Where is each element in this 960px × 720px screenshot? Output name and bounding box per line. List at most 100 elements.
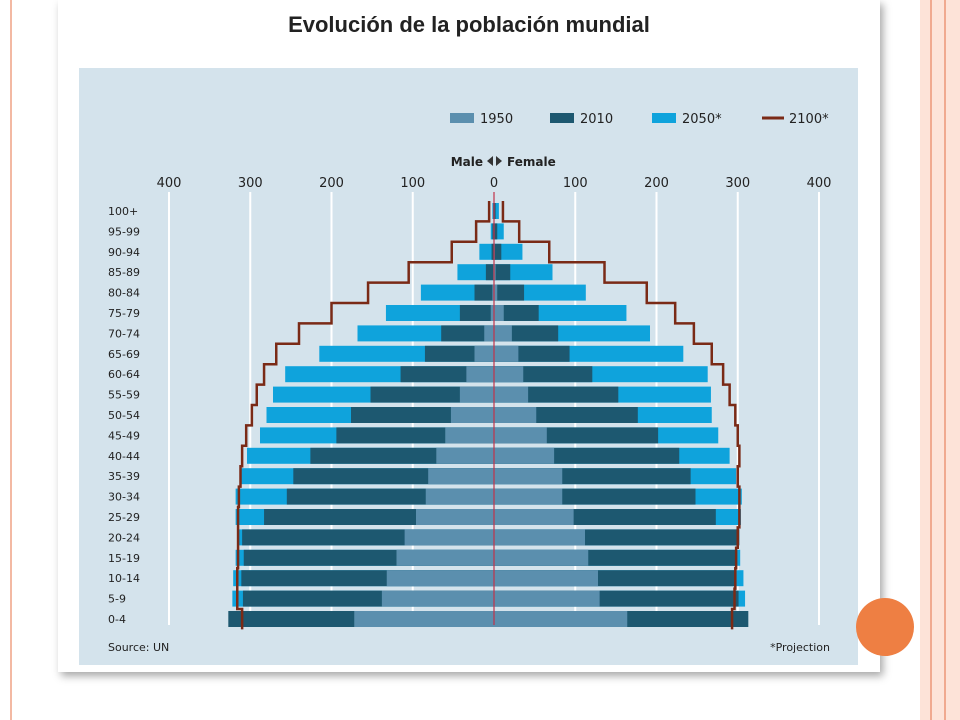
x-tick-label: 400 — [807, 176, 832, 191]
age-group-label: 30-34 — [108, 491, 140, 504]
bar-female-1950 — [494, 509, 574, 525]
bar-female-1950 — [494, 447, 555, 464]
legend-swatch — [550, 113, 574, 123]
bar-female-1950 — [494, 570, 598, 587]
bar-female-1950 — [494, 284, 498, 301]
bar-female-2010 — [494, 243, 502, 260]
bar-male-2010 — [492, 223, 494, 240]
bar-male-1950 — [490, 305, 494, 321]
bar-female-1950 — [494, 264, 496, 281]
age-group-label: 15-19 — [108, 552, 140, 565]
age-group-label: 45-49 — [108, 429, 140, 442]
x-tick-label: 300 — [238, 176, 263, 191]
bar-male-1950 — [466, 366, 494, 383]
bar-female-2010 — [494, 264, 511, 281]
bar-female-1950 — [494, 386, 529, 403]
x-tick-label: 200 — [319, 176, 344, 191]
bar-female-2050 — [494, 203, 499, 219]
slide-right-line-1 — [930, 0, 932, 720]
age-group-label: 65-69 — [108, 348, 140, 361]
bar-male-2010 — [485, 264, 494, 281]
age-group-label: 80-84 — [108, 287, 140, 300]
female-label: Female — [507, 155, 556, 169]
legend: 1950 2010 2050* 2100* — [450, 112, 829, 127]
arrow-left-icon — [487, 156, 493, 166]
bar-male-2010 — [441, 325, 494, 342]
legend-label: 2050* — [682, 112, 722, 127]
bar-male-1950 — [425, 488, 494, 505]
arrow-right-icon — [496, 156, 502, 166]
bar-female-2010 — [494, 203, 496, 219]
bar-male-1950 — [416, 509, 494, 525]
bar-male-2010 — [491, 243, 494, 260]
legend-label: 2100* — [789, 112, 829, 127]
bar-male-2050 — [457, 264, 494, 281]
bar-female-2010 — [494, 305, 539, 321]
age-group-label: 60-64 — [108, 368, 140, 381]
bar-female-1950 — [494, 325, 512, 342]
bar-male-1950 — [445, 427, 494, 444]
bar-female-1950 — [494, 488, 563, 505]
bar-female-1950 — [494, 366, 524, 383]
bar-female-1950 — [494, 590, 600, 607]
x-tick-label: 400 — [157, 176, 182, 191]
age-group-label: 5-9 — [108, 593, 126, 606]
slide-right-band — [920, 0, 960, 720]
age-group-label: 75-79 — [108, 307, 140, 320]
slide-left-line — [10, 0, 12, 720]
bar-male-1950 — [492, 284, 494, 301]
bar-female-1950 — [494, 305, 504, 321]
x-tick-label: 300 — [725, 176, 750, 191]
age-group-label: 10-14 — [108, 572, 140, 585]
x-tick-label: 100 — [563, 176, 588, 191]
bar-male-1950 — [386, 570, 494, 587]
age-group-label: 90-94 — [108, 246, 140, 259]
axis-labels: 400 300 200 100 0 100 200 300 400 Male Female 100+ 9… — [108, 155, 831, 626]
slide-title: Evolución de la población mundial — [288, 12, 650, 37]
legend-swatch — [652, 113, 676, 123]
bar-male-1950 — [381, 590, 494, 607]
bar-male-1950 — [474, 345, 494, 362]
x-tick-label: 100 — [400, 176, 425, 191]
age-group-label: 100+ — [108, 205, 138, 218]
age-group-label: 50-54 — [108, 409, 140, 422]
line-2100-female — [501, 201, 741, 630]
legend-label: 2010 — [580, 112, 613, 127]
bar-male-1950 — [459, 386, 494, 403]
bar-female-1950 — [494, 549, 589, 566]
line-2100-male — [236, 201, 491, 630]
slide-right-line-2 — [944, 0, 946, 720]
bar-female-1950 — [494, 427, 547, 444]
age-group-label: 25-29 — [108, 511, 140, 524]
bar-female-1950 — [494, 529, 585, 546]
bar-female-1950 — [494, 611, 628, 627]
bar-male-1950 — [436, 447, 494, 464]
legend-swatch — [450, 113, 474, 123]
bar-female-2010 — [494, 284, 525, 301]
bar-female-2010 — [494, 223, 498, 240]
source-note: Source: UN — [108, 641, 169, 654]
age-group-label: 95-99 — [108, 225, 140, 238]
bar-female-1950 — [494, 468, 563, 485]
bar-male-1950 — [404, 529, 494, 546]
bar-male-1950 — [354, 611, 494, 627]
age-group-label: 55-59 — [108, 389, 140, 402]
legend-label: 1950 — [480, 112, 513, 127]
x-tick-label: 0 — [490, 176, 498, 191]
bar-male-2050 — [479, 243, 494, 260]
bar-male-1950 — [396, 549, 494, 566]
bar-male-1950 — [428, 468, 494, 485]
age-group-label: 20-24 — [108, 531, 140, 544]
line-2100-group — [236, 201, 741, 630]
bar-male-1950 — [484, 325, 494, 342]
age-group-label: 35-39 — [108, 470, 140, 483]
age-group-label: 85-89 — [108, 266, 140, 279]
projection-note: *Projection — [770, 641, 830, 654]
x-tick-label: 200 — [644, 176, 669, 191]
bar-male-2010 — [459, 305, 494, 321]
bar-female-1950 — [494, 345, 519, 362]
age-group-label: 0-4 — [108, 613, 126, 626]
bar-male-1950 — [450, 407, 494, 423]
bar-female-2050 — [494, 223, 504, 240]
